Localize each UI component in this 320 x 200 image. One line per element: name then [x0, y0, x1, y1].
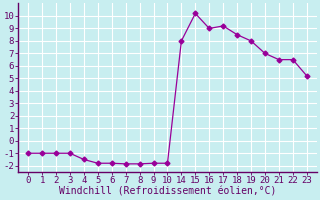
- X-axis label: Windchill (Refroidissement éolien,°C): Windchill (Refroidissement éolien,°C): [59, 187, 276, 197]
